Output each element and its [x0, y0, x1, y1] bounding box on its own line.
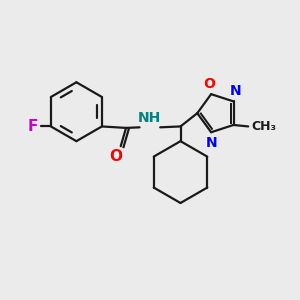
Text: O: O [109, 148, 122, 164]
Text: F: F [27, 119, 38, 134]
Text: N: N [230, 84, 242, 98]
Text: O: O [204, 76, 216, 91]
Text: NH: NH [137, 111, 160, 125]
Text: CH₃: CH₃ [251, 120, 276, 133]
Text: N: N [205, 136, 217, 150]
